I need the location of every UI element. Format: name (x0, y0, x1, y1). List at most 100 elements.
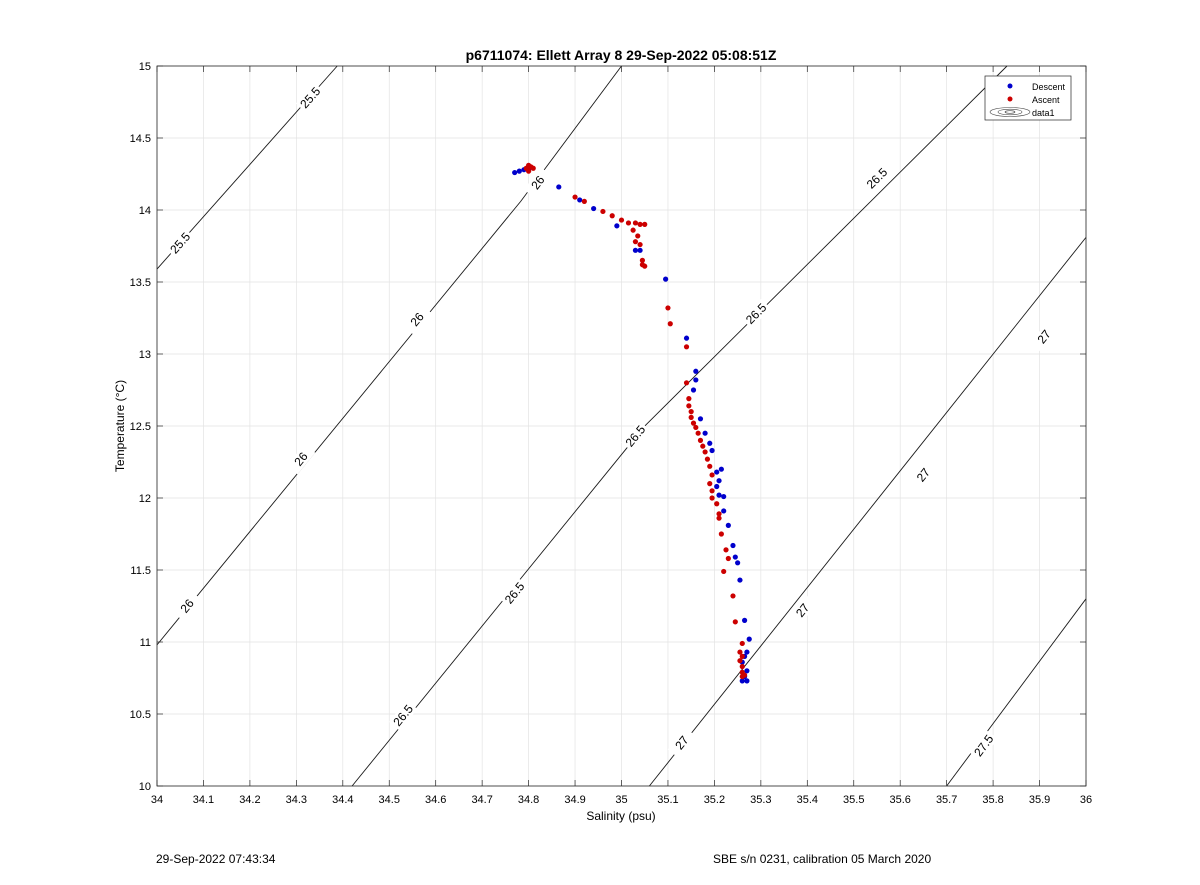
x-tick-label: 34.6 (425, 794, 446, 806)
y-axis-ticks: 10 10.5 11 11.5 12 12.5 13 13.5 14 14.5 15 (130, 61, 1086, 793)
data-point-ascent (690, 420, 697, 426)
y-tick-label: 10.5 (130, 709, 151, 721)
x-tick-label: 34.5 (379, 794, 400, 806)
data-point-ascent (686, 396, 692, 402)
data-point-descent (556, 184, 562, 190)
data-point-descent (707, 440, 713, 446)
data-point-ascent (665, 305, 671, 311)
data-point-descent (744, 678, 750, 684)
legend-marker-ascent (1007, 96, 1013, 102)
data-point-descent (721, 493, 727, 500)
data-point-descent (741, 617, 748, 624)
data-point-descent (737, 577, 743, 583)
data-point-ascent (709, 472, 715, 478)
x-tick-label: 35.5 (843, 794, 864, 806)
density-contour-27-5 (946, 598, 1087, 787)
data-point-ascent (667, 321, 673, 327)
data-point-ascent (714, 501, 720, 507)
data-point-descent (697, 416, 704, 422)
data-point-ascent (707, 481, 713, 487)
data-point-descent (663, 276, 669, 282)
data-point-descent (735, 560, 741, 566)
data-point-ascent (642, 221, 648, 227)
x-axis-label: Salinity (psu) (586, 809, 655, 823)
data-point-descent (591, 205, 597, 212)
contour-label-mask (402, 304, 432, 335)
contour-label-mask (1029, 321, 1059, 353)
data-point-ascent (639, 257, 646, 263)
data-point-ascent (732, 619, 738, 625)
y-tick-label: 13.5 (130, 277, 151, 289)
data-point-descent (716, 492, 722, 498)
contour-label-mask (741, 298, 772, 329)
legend-marker-descent (1007, 83, 1013, 89)
data-point-ascent (702, 449, 708, 455)
data-point-ascent (683, 380, 690, 386)
data-point-ascent (618, 217, 625, 223)
data-point-descent (721, 508, 727, 514)
contour-label-mask (165, 228, 195, 259)
legend-label-ascent: Ascent (1032, 95, 1060, 105)
data-point-ascent (639, 262, 646, 268)
contour-label-mask (862, 163, 892, 194)
legend-contour-icon (989, 107, 1031, 117)
data-point-descent (739, 678, 745, 684)
data-point-descent (725, 522, 731, 528)
data-point-ascent (730, 593, 736, 599)
data-point-descent (577, 197, 583, 203)
data-point-ascent (581, 198, 587, 204)
contour-label-mask (523, 167, 552, 199)
data-point-ascent (739, 663, 745, 670)
contour-label-mask (667, 727, 697, 759)
x-tick-label: 34.9 (564, 794, 585, 806)
data-point-descent (716, 478, 722, 484)
x-tick-label: 34.1 (193, 794, 214, 806)
data-point-descent (693, 377, 699, 383)
footer-instrument: SBE s/n 0231, calibration 05 March 2020 (713, 852, 932, 866)
x-tick-label: 34.2 (239, 794, 260, 806)
data-point-ascent (693, 424, 699, 431)
data-point-ascent (716, 515, 722, 521)
y-tick-label: 13 (139, 349, 151, 361)
legend-box (984, 75, 1072, 121)
contour-label-mask (286, 443, 316, 475)
data-point-descent (693, 368, 699, 374)
data-point-ascent (600, 208, 606, 215)
y-tick-label: 11 (140, 637, 151, 649)
data-point-descent (690, 387, 697, 393)
contour-label-mask (172, 590, 202, 622)
data-point-descent (512, 169, 518, 176)
data-point-descent (714, 469, 720, 475)
contour-label-mask (295, 82, 325, 113)
data-point-ascent (686, 403, 692, 409)
data-point-ascent (739, 673, 745, 680)
data-point-ascent (632, 220, 639, 226)
data-point-ascent (721, 568, 727, 575)
y-tick-label: 14.5 (130, 133, 151, 145)
data-point-ascent (707, 463, 713, 469)
contour-label-mask (621, 420, 650, 452)
data-point-ascent (725, 555, 731, 562)
data-point-descent (632, 247, 639, 253)
contour-label-mask (388, 700, 418, 731)
data-point-descent (709, 447, 715, 454)
x-tick-label: 35.7 (936, 794, 957, 806)
data-point-ascent (530, 165, 536, 171)
footer-timestamp: 29-Sep-2022 07:43:34 (156, 852, 276, 866)
data-point-ascent (609, 213, 615, 219)
data-point-ascent (737, 649, 743, 655)
data-point-ascent (630, 227, 636, 233)
data-point-descent (744, 668, 750, 674)
x-tick-label: 35.1 (657, 794, 678, 806)
x-tick-label: 34 (151, 794, 163, 806)
data-point-ascent (718, 531, 724, 537)
data-point-ascent (572, 194, 578, 200)
x-tick-label: 35.4 (797, 794, 818, 806)
data-point-ascent (704, 456, 711, 462)
density-contour-26 (156, 65, 622, 646)
data-point-descent (637, 247, 643, 253)
density-contour-27 (649, 237, 1087, 787)
data-point-ascent (635, 233, 641, 239)
x-tick-label: 34.3 (286, 794, 307, 806)
